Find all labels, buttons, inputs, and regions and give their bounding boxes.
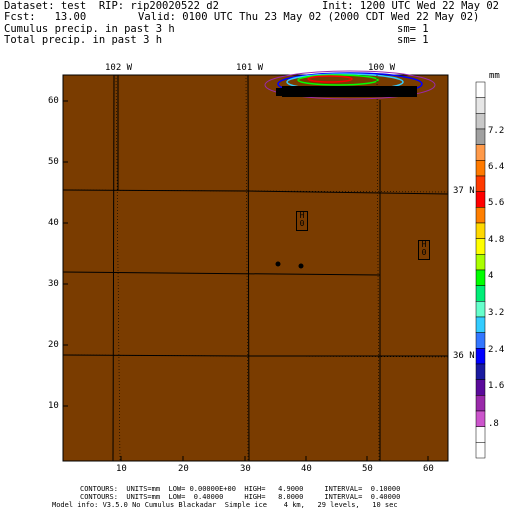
- lon-label: 100 W: [368, 63, 396, 73]
- precip-contour-cluster: [264, 70, 436, 100]
- field2-smoothing: sm= 1: [397, 34, 429, 46]
- field1-smoothing: sm= 1: [397, 23, 429, 35]
- colorbar-label: 1.6: [488, 381, 505, 391]
- x-tick-label: 30: [240, 464, 251, 474]
- colorbar-swatch: [475, 348, 486, 365]
- colorbar-unit-label: mm: [489, 71, 500, 81]
- high-value: 0: [421, 248, 427, 257]
- colorbar-label: 3.2: [488, 308, 505, 318]
- colorbar-swatch: [475, 316, 486, 333]
- high-pressure-marker: H 0: [418, 240, 430, 260]
- y-tick-label: 50: [48, 157, 59, 167]
- colorbar-swatch: [475, 238, 486, 255]
- graticule-lines: [62, 74, 449, 462]
- lon-label: 101 W: [236, 63, 264, 73]
- colorbar-label: 2.4: [488, 345, 505, 355]
- high-letter: H: [299, 211, 305, 220]
- colorbar-swatch: [475, 269, 486, 286]
- colorbar-swatch: [475, 144, 486, 161]
- init-time-label: Init: 1200 UTC Wed 22 May 02: [322, 0, 500, 12]
- forecast-hour-label: Fcst: 13.00: [4, 11, 87, 23]
- colorbar-label: 7.2: [488, 126, 505, 136]
- lat-label: 37 N: [453, 186, 475, 196]
- colorbar-swatch: [475, 97, 486, 114]
- contour-info-line-2: CONTOURS: UNITS=mm LOW= 0.40000 HIGH= 8.…: [80, 493, 401, 501]
- x-tick-label: 60: [423, 464, 434, 474]
- colorbar-swatch: [475, 395, 486, 412]
- colorbar-label: .8: [488, 419, 499, 429]
- colorbar-swatch: [475, 207, 486, 224]
- colorbar-swatch: [475, 285, 486, 302]
- colorbar-swatch: [475, 363, 486, 380]
- colorbar-swatch: [475, 191, 486, 208]
- colorbar-swatch: [475, 113, 486, 130]
- station-point: [298, 263, 304, 269]
- lon-label: 102 W: [105, 63, 133, 73]
- high-pressure-marker: H 0: [296, 211, 308, 231]
- map-background: [62, 74, 449, 462]
- colorbar-swatch: [475, 410, 486, 427]
- colorbar-swatch: [475, 442, 486, 459]
- x-tick-label: 50: [362, 464, 373, 474]
- colorbar-swatch: [475, 81, 486, 98]
- dataset-label: Dataset: test RIP: rip20020522 d2: [4, 0, 219, 12]
- high-value: 0: [299, 219, 305, 228]
- colorbar-swatch: [475, 254, 486, 271]
- colorbar-label: 5.6: [488, 198, 505, 208]
- y-tick-label: 30: [48, 279, 59, 289]
- colorbar-swatch: [475, 379, 486, 396]
- valid-time-label: Valid: 0100 UTC Thu 23 May 02 (2000 CDT …: [138, 11, 480, 23]
- colorbar: [475, 81, 486, 459]
- x-tick-label: 40: [301, 464, 312, 474]
- model-info-line: Model info: V3.5.0 No Cumulus Blackadar …: [52, 501, 398, 509]
- field1-label: Cumulus precip. in past 3 h: [4, 23, 175, 35]
- colorbar-label: 4.8: [488, 235, 505, 245]
- axis-ticks: [63, 100, 429, 461]
- field2-label: Total precip. in past 3 h: [4, 34, 163, 46]
- colorbar-swatch: [475, 332, 486, 349]
- y-tick-label: 60: [48, 96, 59, 106]
- x-tick-label: 20: [178, 464, 189, 474]
- station-point: [275, 261, 281, 267]
- y-tick-label: 40: [48, 218, 59, 228]
- colorbar-swatch: [475, 301, 486, 318]
- y-tick-label: 10: [48, 401, 59, 411]
- colorbar-swatch: [475, 128, 486, 145]
- contour-info-line-1: CONTOURS: UNITS=mm LOW= 0.00000E+00 HIGH…: [80, 485, 401, 493]
- high-letter: H: [421, 240, 427, 249]
- colorbar-swatch: [475, 222, 486, 239]
- y-tick-label: 20: [48, 340, 59, 350]
- lat-label: 36 N: [453, 351, 475, 361]
- colorbar-swatch: [475, 426, 486, 443]
- colorbar-label: 4: [488, 271, 494, 281]
- colorbar-swatch: [475, 175, 486, 192]
- colorbar-label: 6.4: [488, 162, 505, 172]
- x-tick-label: 10: [116, 464, 127, 474]
- colorbar-swatch: [475, 160, 486, 177]
- boundary-lines: [62, 74, 449, 462]
